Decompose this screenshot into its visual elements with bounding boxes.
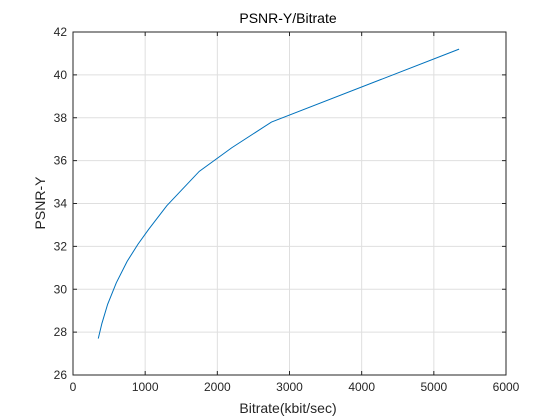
y-tick-label: 40 (54, 68, 68, 82)
y-tick-label: 32 (54, 239, 68, 253)
x-tick-label: 0 (70, 380, 77, 394)
x-tick-label: 6000 (493, 380, 520, 394)
y-tick-label: 38 (54, 111, 68, 125)
grid (73, 32, 506, 375)
axes (72, 31, 507, 376)
y-tick-label: 34 (54, 197, 68, 211)
tick-labels: 0 1000 2000 3000 4000 5000 6000 26 28 30 32 34 36 38 4… (54, 25, 520, 394)
x-tick-label: 5000 (420, 380, 447, 394)
x-axis-title: Bitrate(kbit/sec) (239, 400, 336, 416)
x-tick-label: 4000 (348, 380, 375, 394)
y-axis-title: PSNR-Y (32, 176, 48, 230)
chart-title: PSNR-Y/Bitrate (239, 10, 336, 26)
y-tick-label: 42 (54, 25, 68, 39)
x-tick-label: 1000 (132, 380, 159, 394)
series-line (97, 48, 460, 339)
y-tick-label: 26 (54, 368, 68, 382)
y-tick-label: 30 (54, 282, 68, 296)
series-group (97, 48, 460, 339)
y-tick-label: 28 (54, 325, 68, 339)
y-tick-label: 36 (54, 154, 68, 168)
x-tick-label: 3000 (276, 380, 303, 394)
x-tick-label: 2000 (204, 380, 231, 394)
